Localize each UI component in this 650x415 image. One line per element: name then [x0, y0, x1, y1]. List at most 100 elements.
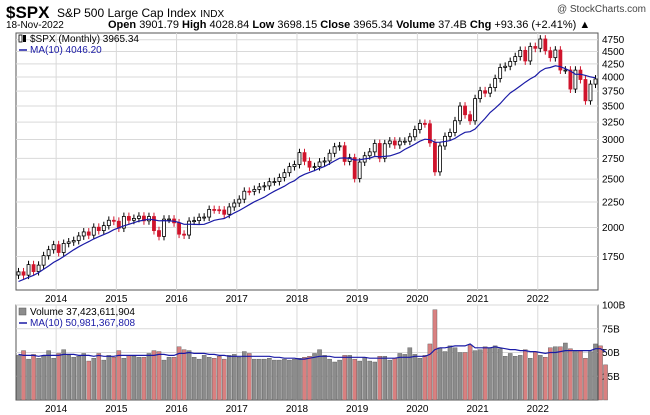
candle-body [46, 249, 51, 257]
candle-body [207, 209, 212, 218]
volume-bar [272, 359, 277, 401]
volume-bar [563, 342, 568, 401]
candle-body [247, 190, 252, 193]
volume-bar [317, 349, 322, 401]
volume-bar [412, 354, 418, 401]
instrument-name: S&P 500 Large Cap Index INDX [57, 6, 224, 20]
candle-body [51, 244, 56, 251]
volume-bar [146, 353, 152, 401]
volume-bar [71, 357, 76, 401]
price-x-tick-label: 2016 [165, 294, 188, 305]
quote-date: 18-Nov-2022 [6, 20, 64, 31]
volume-bar [297, 358, 302, 401]
price-x-tick-label: 2021 [466, 294, 489, 305]
candle-body [257, 186, 262, 190]
price-x-tick-label: 2014 [45, 294, 68, 305]
volume-bar [96, 353, 102, 401]
volume-bar [347, 355, 352, 401]
candle-body [202, 216, 207, 219]
volume-bar [387, 359, 393, 401]
open-label: Open [108, 19, 137, 31]
candle-body [458, 105, 462, 122]
candle-body [137, 215, 141, 219]
candle-body [513, 56, 518, 62]
volume-bar [528, 358, 533, 401]
exchange-label: INDX [200, 9, 225, 20]
volume-bar [427, 343, 433, 401]
volume-bar [377, 356, 383, 401]
volume-bar [86, 360, 92, 401]
candle-body [152, 216, 156, 232]
candle-body [66, 241, 71, 244]
volume-x-tick-label: 2022 [527, 404, 550, 415]
candle-body [91, 226, 96, 236]
price-legend-label: $SPX (Monthly) 3965.34 [30, 34, 139, 45]
candle-body [157, 230, 161, 237]
candle-body [563, 69, 568, 72]
candle-body [96, 226, 101, 232]
volume-bar [206, 357, 212, 401]
instrument-name-text: S&P 500 Large Cap Index [57, 6, 197, 20]
price-x-tick-label: 2022 [527, 294, 550, 305]
candle-body [523, 49, 528, 62]
volume-bar [598, 345, 603, 401]
candle-body [277, 177, 282, 182]
volume-bar [211, 358, 217, 401]
volume-bar [477, 349, 483, 401]
candle-body [583, 79, 588, 102]
candle-body [593, 78, 598, 85]
volume-y-tick-label: 75B [602, 324, 620, 335]
candle-body [503, 65, 508, 68]
price-x-tick-label: 2017 [226, 294, 249, 305]
candle-body [232, 202, 237, 208]
volume-bar [522, 349, 528, 401]
volume-bar [352, 358, 357, 401]
candle-body [131, 218, 136, 221]
volume-bar [201, 355, 207, 401]
candle-body [428, 123, 432, 144]
candle-body [342, 145, 347, 162]
volume-bar [176, 346, 182, 401]
price-y-tick-label: 3000 [602, 135, 625, 146]
candle-body [463, 105, 467, 116]
candle-body [352, 157, 357, 179]
candle-body [242, 190, 247, 200]
candle-body [292, 164, 297, 168]
volume-y-tick-label: 50B [602, 348, 620, 359]
stockcharts-credit[interactable]: @ StockCharts.com [556, 4, 646, 15]
candle-body [76, 235, 81, 241]
volume-bar [21, 350, 26, 401]
candle-body [272, 181, 277, 183]
ma-legend-label: MA(10) 4046.20 [30, 45, 102, 56]
candle-body [182, 233, 186, 236]
volume-bar [482, 346, 488, 401]
candle-body [227, 206, 232, 215]
volume-bar [392, 358, 398, 401]
volume-bar [36, 358, 41, 401]
candle-body [177, 222, 181, 235]
candle-body [367, 151, 372, 157]
candle-body [588, 83, 593, 102]
volume-bar [307, 356, 312, 401]
low-value: 3698.15 [277, 19, 318, 31]
volume-bar [166, 357, 172, 401]
volume-bar [126, 355, 132, 401]
price-x-tick-label: 2015 [105, 294, 128, 305]
volume-x-tick-label: 2021 [466, 404, 489, 415]
volume-bar [231, 354, 237, 401]
candle-body [528, 46, 533, 62]
volume-bar [171, 357, 177, 401]
volume-x-tick-label: 2017 [226, 404, 249, 415]
volume-bar [161, 359, 167, 401]
volume-bar [141, 357, 147, 401]
price-y-tick-label: 2750 [602, 154, 625, 165]
candle-body [252, 189, 257, 192]
volume-bar [196, 358, 202, 401]
volume-bar [292, 358, 297, 401]
volume-bar [437, 347, 443, 401]
volume-bar [578, 350, 583, 401]
volume-x-tick-label: 2018 [286, 404, 309, 415]
volume-bar [497, 348, 503, 401]
